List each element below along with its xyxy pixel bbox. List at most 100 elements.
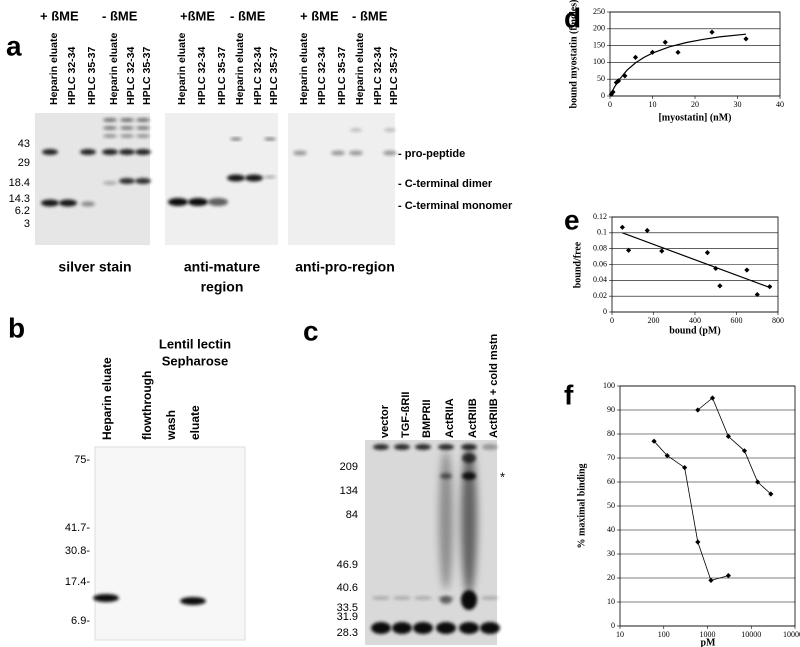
x-tick-label: 100000 (783, 630, 800, 639)
y-tick-label: 0.08 (593, 243, 607, 252)
gel-title: Lentil lectin (159, 336, 231, 351)
y-tick-label: 30 (607, 549, 615, 558)
gel-band (120, 126, 134, 130)
gel-band (384, 128, 396, 132)
plot-frame (611, 216, 779, 313)
lane-label: HPLC 35-37 (268, 46, 280, 105)
gel-band (59, 199, 77, 207)
lane-label: ActRIIB (467, 398, 479, 438)
series-line (653, 440, 729, 581)
x-tick-label: 30 (734, 100, 742, 109)
y-tick-label: 20 (607, 573, 615, 582)
band-label: - C-terminal monomer (398, 200, 513, 212)
data-point (704, 250, 711, 256)
gel-band (482, 444, 498, 450)
gel-band (81, 201, 95, 207)
y-tick-label: 0.04 (593, 275, 607, 284)
lane-label: Heparin eluate (298, 32, 310, 105)
marker-label: 134 (340, 485, 358, 497)
y-tick-label: 250 (593, 7, 605, 16)
panel-letter: d (564, 2, 581, 33)
panel-letter: c (303, 315, 319, 346)
x-tick-label: 100 (658, 630, 670, 639)
lane-label: HPLC 35-37 (336, 46, 348, 105)
gel-band (120, 134, 134, 138)
data-point (743, 36, 749, 42)
gel (365, 440, 497, 645)
gel-caption: region (201, 279, 244, 295)
x-tick-label: 10000 (741, 630, 761, 639)
plot-frame (609, 11, 781, 97)
marker-label: 28.3 (337, 627, 358, 639)
lane-label: HPLC 35-37 (388, 46, 400, 105)
gel-band (120, 118, 134, 122)
x-axis-label: bound (pM) (669, 325, 720, 336)
y-axis-label: bound myostatin (fmoles) (568, 0, 579, 108)
gel-band (392, 622, 412, 634)
data-point (713, 265, 719, 272)
data-point (695, 539, 701, 545)
gel-band (413, 622, 433, 634)
x-tick-label: 10 (616, 630, 624, 639)
gel-band (136, 118, 150, 122)
gel-band (245, 174, 263, 182)
band-label: - C-terminal dimer (398, 178, 493, 190)
x-axis-label: pM (701, 637, 717, 647)
gel-caption: silver stain (58, 259, 131, 275)
data-point (709, 29, 715, 35)
gel-band (230, 137, 242, 141)
gel-band (103, 134, 117, 138)
gel-band (481, 596, 499, 600)
gel-band (136, 126, 150, 130)
panel-letter: b (8, 312, 25, 343)
gel-band (349, 150, 363, 156)
x-tick-label: 200 (648, 316, 660, 325)
lane-label: HPLC 32-34 (66, 46, 78, 105)
marker-label: 6.2 (15, 205, 30, 217)
marker-label: 75- (74, 454, 90, 466)
lane-label: Heparin eluate (108, 32, 120, 105)
data-point (659, 248, 665, 254)
y-tick-label: 0.12 (593, 212, 607, 221)
gel-caption: anti-mature (184, 259, 260, 275)
lane-label: wash (164, 410, 178, 441)
y-tick-label: 10 (607, 597, 615, 606)
condition-label: +ßME (180, 8, 215, 23)
x-axis-label: [myostatin] (nM) (658, 112, 731, 123)
data-point (682, 465, 688, 471)
data-point (754, 291, 760, 298)
marker-label: 33.5 (337, 602, 358, 614)
gel-band (119, 178, 135, 184)
lane-label: TGF-ßRII (400, 392, 412, 438)
x-tick-label: 20 (691, 100, 699, 109)
gel-band (41, 199, 59, 207)
marker-label: 14.3 (9, 193, 30, 205)
data-point (767, 284, 773, 290)
y-tick-label: 90 (607, 405, 615, 414)
data-point (741, 448, 748, 454)
x-tick-label: 400 (689, 316, 701, 325)
gel-band (440, 473, 452, 479)
marker-label: 17.4- (65, 576, 90, 588)
gel (288, 113, 395, 245)
data-point (626, 247, 632, 253)
lane-label: BMPRII (421, 400, 433, 439)
lane-label: HPLC 32-34 (252, 46, 264, 105)
gel-band (264, 175, 276, 179)
data-point (708, 577, 714, 583)
lane-label: HPLC 32-34 (372, 46, 384, 105)
y-tick-label: 60 (607, 477, 615, 486)
data-point (709, 395, 716, 401)
marker-label: 46.9 (337, 559, 358, 571)
y-tick-label: 50 (607, 501, 615, 510)
annotation: * (500, 469, 505, 484)
lane-label: Heparin eluate (354, 32, 366, 105)
data-point (744, 267, 750, 273)
plot-frame (619, 385, 796, 627)
data-point (644, 227, 650, 234)
lane-label: Heparin eluate (176, 32, 188, 105)
marker-label: 41.7- (65, 522, 90, 534)
x-tick-label: 600 (731, 316, 743, 325)
gel-band (414, 596, 432, 600)
x-tick-label: 10 (649, 100, 657, 109)
